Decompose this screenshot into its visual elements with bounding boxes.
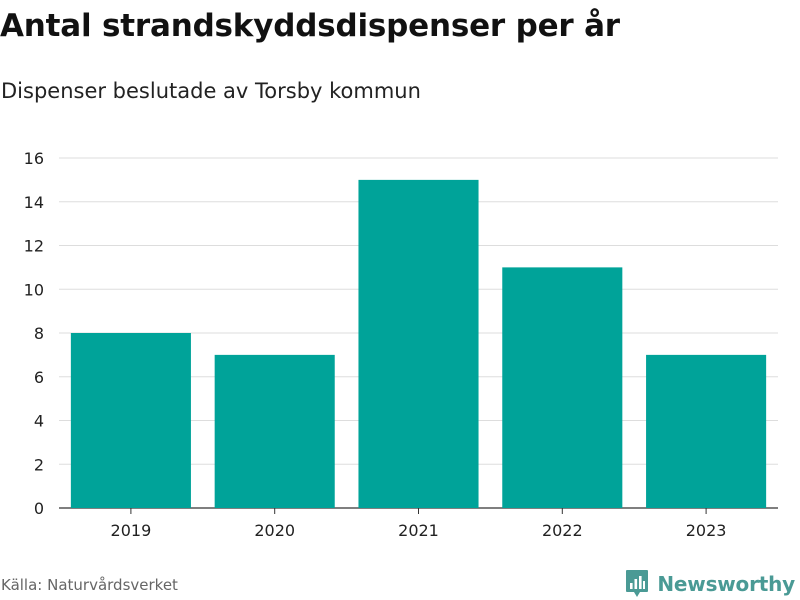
chart-subtitle: Dispenser beslutade av Torsby kommun	[1, 79, 421, 103]
bar-2022	[502, 267, 623, 508]
bar-2019	[70, 333, 191, 508]
chart-title: Antal strandskyddsdispenser per år	[0, 8, 620, 44]
y-tick-label: 0	[34, 499, 44, 518]
y-tick-label: 6	[34, 368, 44, 387]
bar-chart: 0 2 4 6 8 10 12 14 16 2019 2020 2021 2022 2023	[24, 149, 778, 540]
x-tick-label: 2021	[398, 521, 439, 540]
x-tick-label: 2022	[542, 521, 583, 540]
y-tick-label: 14	[24, 193, 44, 212]
y-tick-label: 2	[34, 455, 44, 474]
y-tick-label: 4	[34, 412, 44, 431]
y-axis-ticks: 0 2 4 6 8 10 12 14 16	[24, 149, 44, 518]
x-tick-label: 2023	[686, 521, 727, 540]
bar-2021	[358, 179, 479, 508]
brand-name: Newsworthy	[657, 572, 795, 596]
newsworthy-logo-icon	[626, 570, 649, 597]
source-note: Källa: Naturvårdsverket	[1, 576, 178, 594]
y-tick-label: 16	[24, 149, 44, 168]
brand-logo: Newsworthy	[625, 568, 795, 600]
y-tick-label: 12	[24, 237, 44, 256]
bars	[70, 179, 767, 508]
bar-2020	[214, 354, 335, 508]
x-tick-label: 2019	[111, 521, 152, 540]
bar-2023	[646, 354, 767, 508]
x-axis-ticks: 2019 2020 2021 2022 2023	[111, 508, 727, 540]
x-tick-label: 2020	[254, 521, 295, 540]
y-tick-label: 10	[24, 280, 44, 299]
y-tick-label: 8	[34, 324, 44, 343]
